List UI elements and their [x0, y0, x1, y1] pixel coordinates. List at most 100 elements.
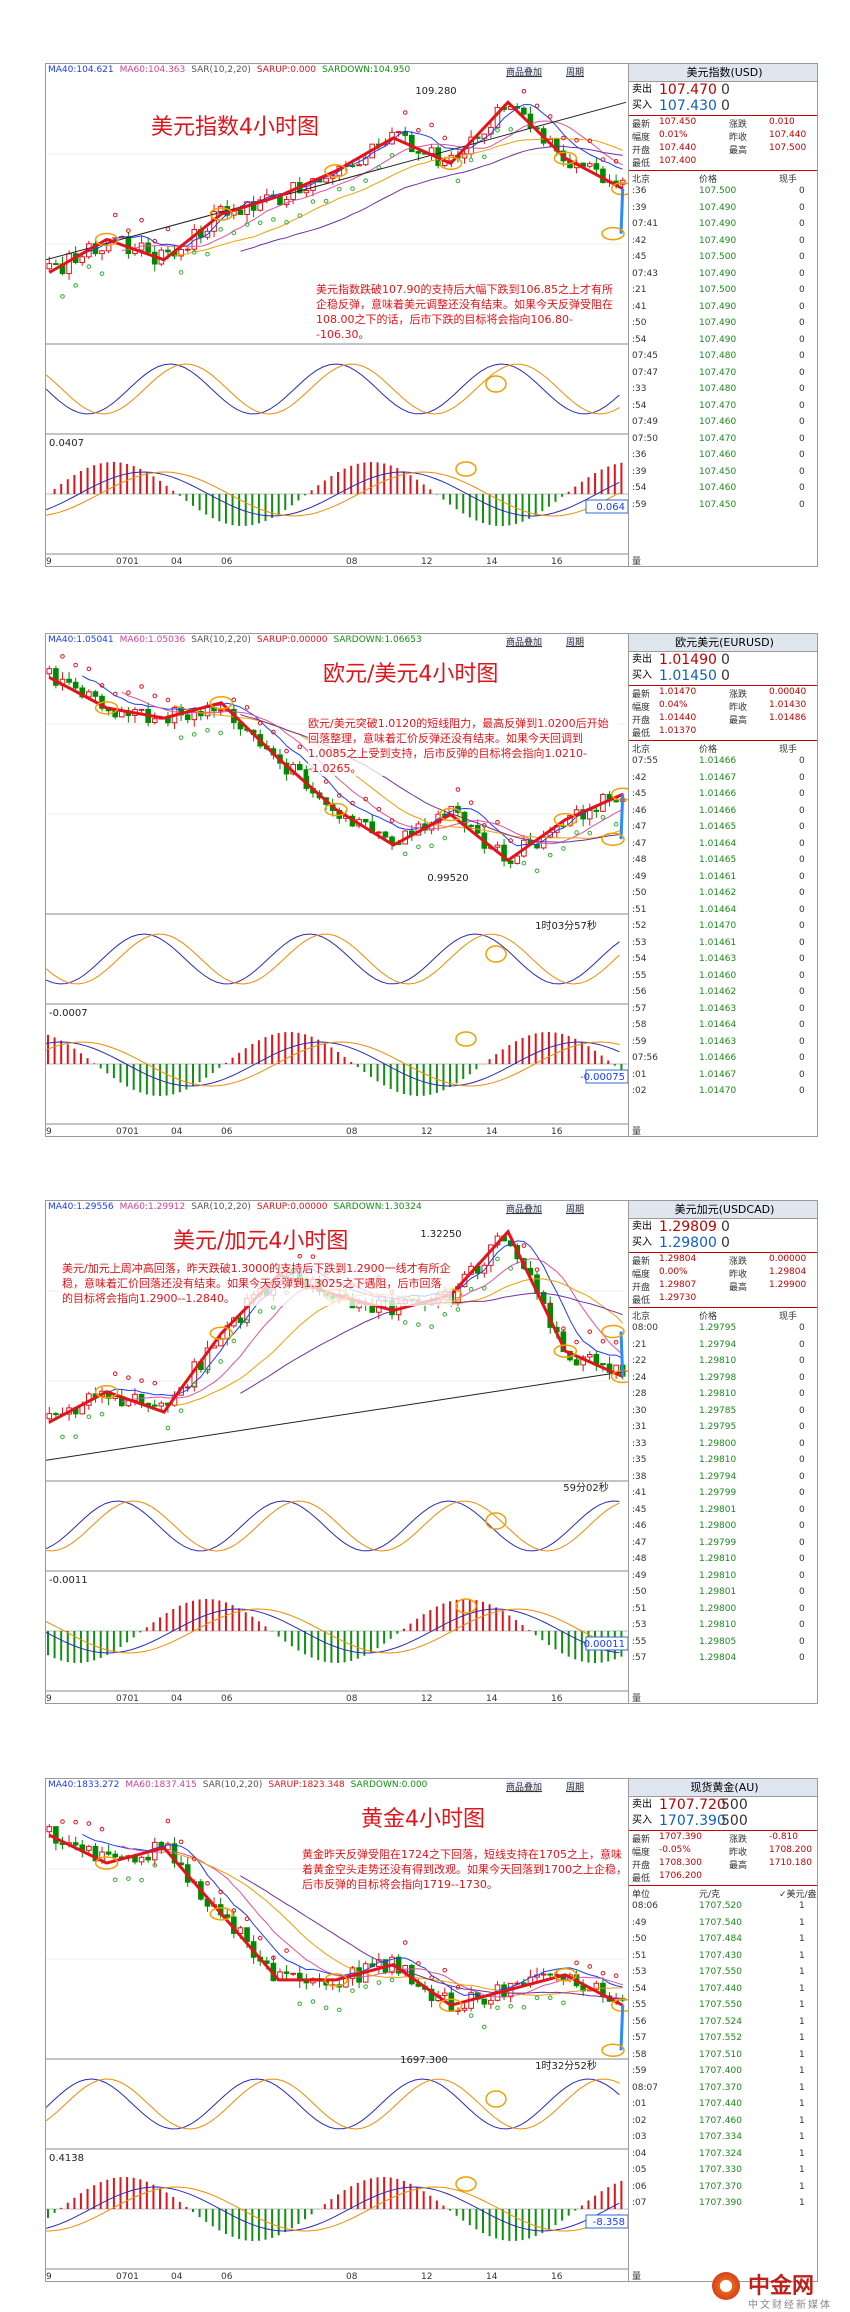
quote-price: 1.29800	[659, 1235, 717, 1251]
stat-label: 幅度	[632, 133, 651, 143]
candle-body	[72, 1842, 79, 1846]
candle-body	[46, 1413, 53, 1420]
toolbar-button[interactable]: 商品叠加	[506, 1202, 543, 1215]
tick-price: 107.500	[699, 285, 737, 295]
sar-dot	[521, 860, 527, 866]
toolbar-button[interactable]: 周期	[566, 65, 585, 78]
candle-body	[303, 189, 310, 194]
wave-line	[48, 1833, 624, 2007]
toolbar-button[interactable]: 商品叠加	[506, 1780, 543, 1793]
tick-price: 1.29801	[699, 1587, 737, 1597]
sar-dot	[389, 818, 395, 823]
candle-body	[283, 1971, 290, 1974]
toolbar-button[interactable]: 周期	[566, 635, 585, 648]
sar-dot	[126, 1876, 131, 1881]
tick-time: :31	[632, 1422, 647, 1432]
tick-volume: 0	[799, 1488, 805, 1498]
tick-volume: 1	[799, 2000, 805, 2010]
toolbar-button[interactable]: 商品叠加	[506, 65, 543, 78]
tick-time: :58	[632, 2049, 647, 2060]
candle-body	[613, 800, 619, 803]
stat-label: 幅度	[632, 1848, 651, 1858]
sar-dot	[165, 697, 171, 703]
sar-dot	[284, 748, 289, 754]
quote-volume: 0	[721, 652, 730, 668]
tick-volume: 0	[799, 871, 805, 882]
tick-time: 07:55	[632, 756, 658, 766]
stat-value: -0.810	[769, 1832, 799, 1842]
candle-body	[540, 836, 547, 849]
tick-price: 1.29799	[699, 1537, 737, 1548]
price-label: 1时32分52秒	[535, 2059, 597, 2072]
chart-title: 欧元/美元4小时图	[323, 662, 499, 687]
stat-label: 涨跌	[729, 1257, 748, 1267]
tick-volume: 0	[799, 1554, 805, 1564]
price-label: 0.99520	[427, 873, 468, 884]
moving-average	[240, 145, 623, 252]
signal-line	[46, 471, 620, 517]
candle-body	[382, 831, 389, 838]
divider	[629, 115, 817, 116]
indicator-value: SARUP:1823.348	[268, 1780, 345, 1790]
tick-volume: 0	[799, 1422, 805, 1432]
sar-dot	[442, 135, 448, 141]
tick-volume: 0	[799, 1504, 805, 1515]
sar-dot	[481, 1285, 487, 1291]
tick-volume: 0	[799, 450, 805, 460]
chart-area: 0.0407 0.064 9 0701 04 06 08 12 14 16 109.280	[46, 86, 628, 566]
tick-price: 107.490	[699, 318, 737, 328]
sar-dot	[468, 800, 474, 805]
sar-dot	[178, 735, 184, 740]
oscillator-circle	[485, 375, 507, 393]
candle-body	[593, 163, 600, 170]
divider	[629, 1252, 817, 1253]
toolbar-button[interactable]: 周期	[566, 1202, 585, 1215]
tick-header: 北京	[632, 1312, 651, 1322]
oscillator-line	[46, 933, 620, 985]
oscillator-line	[46, 363, 620, 415]
x-axis-label: 04	[171, 1127, 183, 1137]
quote-price: 107.470	[659, 82, 717, 98]
sar-dot	[165, 1818, 171, 1824]
tick-time: :24	[632, 1372, 647, 1383]
tick-time: :22	[632, 1356, 647, 1366]
tick-time: :41	[632, 301, 647, 312]
tick-price: 107.490	[699, 202, 737, 213]
quote-price: 1707.720	[659, 1797, 726, 1813]
oscillator-line	[46, 1500, 620, 1552]
candle-body	[92, 1845, 99, 1862]
sar-dot	[561, 846, 566, 851]
candle-body	[145, 242, 151, 253]
stat-value: -0.05%	[659, 1845, 691, 1855]
tick-time: :50	[632, 1934, 647, 1944]
tick-price: 1707.552	[699, 2033, 742, 2043]
tick-volume: 0	[799, 1653, 805, 1663]
tick-volume: 0	[799, 756, 805, 766]
x-axis-label: 04	[171, 1694, 183, 1704]
tick-volume: 0	[799, 1455, 805, 1465]
sar-dot	[336, 2007, 342, 2013]
candle-body	[86, 1845, 92, 1851]
tick-volume: 0	[799, 301, 805, 312]
sar-dot	[574, 138, 579, 143]
indicator-value: SARDOWN:1.30324	[333, 1202, 422, 1212]
indicator-value: SARUP:0.00000	[256, 635, 328, 645]
toolbar-button[interactable]: 周期	[566, 1780, 585, 1793]
indicator-value: MA60:1837.415	[125, 1780, 197, 1790]
tick-volume: 0	[799, 1020, 805, 1030]
sar-dot	[429, 122, 434, 128]
sar-dot	[244, 1916, 250, 1922]
sar-dot	[231, 1338, 237, 1344]
quote-row: 买入 1.29800 0	[629, 1235, 817, 1251]
tick-volume: 0	[799, 937, 805, 948]
tick-time: :51	[632, 1603, 647, 1614]
tick-volume: 0	[799, 987, 805, 997]
tick-price: 107.490	[699, 301, 737, 312]
tick-volume: 0	[799, 235, 805, 246]
sar-dot	[350, 1988, 355, 1993]
tick-time: 07:49	[632, 417, 658, 427]
tick-price: 1.29810	[699, 1389, 737, 1399]
sar-dot	[284, 220, 289, 225]
toolbar-button[interactable]: 商品叠加	[506, 635, 543, 648]
sar-dot	[139, 1877, 144, 1883]
